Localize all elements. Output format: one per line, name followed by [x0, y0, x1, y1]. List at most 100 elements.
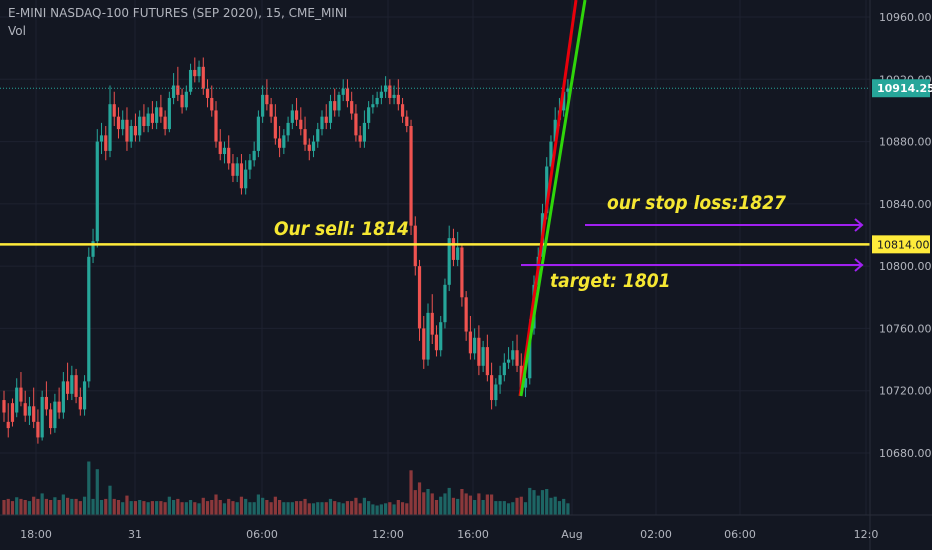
volume-bar: [239, 496, 244, 515]
volume-bar: [184, 502, 188, 515]
candle-body: [515, 350, 519, 366]
price-tick-label: 10880.00: [879, 136, 932, 149]
last-price-badge: [872, 79, 930, 98]
candle-body: [549, 141, 553, 167]
candle-body: [354, 113, 358, 136]
time-tick-label: Aug: [561, 528, 582, 541]
volume-bar: [434, 500, 439, 515]
candle-body: [311, 141, 316, 151]
candle-body: [155, 107, 159, 123]
candle-body: [116, 116, 121, 130]
stop-loss-arrow[interactable]: [585, 218, 864, 232]
target-arrow[interactable]: [521, 258, 864, 272]
volume-bar: [307, 503, 311, 515]
candle-body: [566, 88, 570, 92]
candle-body: [10, 403, 15, 422]
volume-bar: [133, 501, 138, 515]
volume-bar: [490, 494, 494, 515]
volume-bar: [473, 500, 477, 515]
red-trend-line[interactable]: [518, 0, 578, 397]
volume-bar: [456, 498, 460, 515]
candle-body: [545, 166, 549, 214]
candle-body: [273, 116, 277, 139]
volume-bar: [6, 498, 10, 515]
candle-body: [553, 119, 557, 142]
volume-bar: [163, 502, 167, 515]
candle-body: [49, 409, 53, 429]
candle-body: [197, 66, 201, 77]
candle-body: [409, 126, 413, 226]
candle-body: [396, 94, 400, 105]
volume-bar: [345, 501, 350, 515]
candle-body: [125, 119, 129, 142]
time-axis[interactable]: 18:00 31 06:00 12:00 16:00 Aug 02:00 06:00 12:0: [0, 514, 932, 541]
candle-body: [23, 403, 27, 416]
candle-body: [371, 104, 375, 108]
candle-body: [2, 400, 6, 413]
volume-bar: [273, 496, 277, 515]
candle-body: [87, 256, 91, 382]
volume-bar: [540, 490, 545, 515]
volume-bar: [40, 493, 44, 515]
price-tick-label: 10960.00: [879, 11, 932, 24]
sell-level-label: 10814.00: [877, 238, 930, 251]
volume-bar: [413, 490, 417, 515]
volume-bar: [210, 500, 214, 515]
candle-body: [269, 104, 273, 117]
candle-body: [388, 85, 392, 98]
sell-annotation: Our sell: 1814: [274, 218, 409, 240]
volume-bar: [176, 498, 180, 515]
candle-body: [159, 107, 163, 117]
volume-bar: [290, 502, 294, 515]
volume-bar: [523, 502, 528, 515]
volume-bar: [49, 500, 53, 515]
candlestick-series: [2, 57, 570, 444]
volume-bar: [396, 500, 400, 515]
candle-body: [528, 328, 532, 379]
candle-body: [443, 284, 447, 323]
candle-body: [201, 66, 205, 89]
volume-bar: [278, 500, 282, 515]
candle-body: [248, 160, 252, 170]
volume-bar: [557, 501, 562, 515]
time-tick-label: 31: [128, 528, 142, 541]
candle-body: [235, 163, 239, 176]
volume-bar: [70, 498, 74, 515]
volume-bar: [125, 495, 129, 515]
time-tick-label: 06:00: [724, 528, 756, 541]
volume-bar: [256, 494, 260, 515]
volume-bar: [405, 503, 409, 515]
candle-body: [485, 347, 489, 376]
volume-bar: [15, 497, 19, 515]
candle-body: [252, 150, 256, 161]
volume-bar: [87, 461, 91, 515]
candle-body: [434, 334, 439, 351]
volume-bar: [447, 487, 451, 515]
candle-body: [375, 97, 379, 105]
candle-body: [91, 241, 95, 257]
candle-body: [337, 94, 341, 111]
candle-body: [562, 91, 566, 111]
volume-label: Vol: [8, 24, 26, 38]
volume-bar: [155, 501, 159, 515]
candle-body: [210, 97, 214, 111]
candle-body: [379, 91, 383, 98]
volume-bar: [2, 500, 6, 515]
annotation-arrows[interactable]: [521, 218, 864, 272]
volume-bar: [371, 504, 375, 515]
volume-bar: [244, 498, 248, 515]
volume-bar: [150, 501, 154, 515]
candle-body: [294, 110, 299, 120]
volume-bar: [269, 502, 273, 515]
candle-body: [184, 91, 188, 108]
price-axis[interactable]: 10960.0010920.0010880.0010840.0010800.00…: [869, 0, 932, 550]
volume-bar: [388, 502, 392, 515]
candle-body: [481, 347, 485, 366]
green-trend-line[interactable]: [519, 0, 587, 397]
volume-bar: [536, 495, 540, 515]
volume-bar: [222, 503, 227, 515]
volume-bar: [252, 502, 256, 515]
volume-bar: [354, 497, 358, 515]
candle-body: [307, 144, 311, 151]
